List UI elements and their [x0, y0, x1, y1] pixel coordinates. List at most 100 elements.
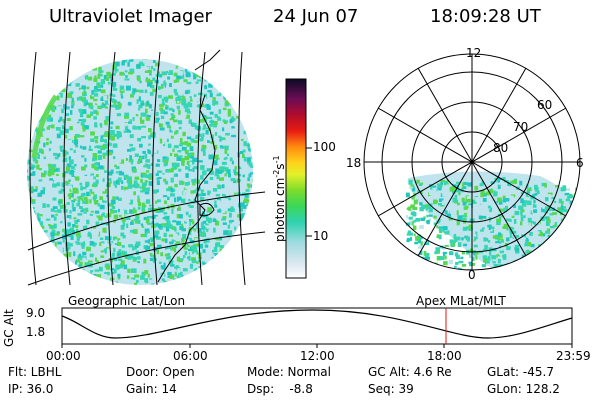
speckle-dot — [127, 287, 132, 292]
speckle-dot — [232, 263, 237, 268]
speckle-dot — [113, 86, 116, 91]
speckle-dot — [487, 229, 493, 232]
speckle-dot — [232, 245, 237, 251]
speckle-dot — [462, 214, 465, 218]
speckle-dot — [99, 237, 104, 240]
speckle-dot — [28, 82, 33, 86]
speckle-dot — [224, 184, 229, 188]
speckle-dot — [127, 268, 131, 273]
speckle-dot — [111, 188, 115, 191]
speckle-dot — [188, 127, 193, 132]
speckle-dot — [433, 222, 437, 226]
speckle-dot — [573, 242, 576, 248]
speckle-dot — [157, 170, 162, 174]
speckle-dot — [93, 289, 95, 291]
speckle-dot — [63, 105, 67, 110]
speckle-dot — [561, 259, 565, 264]
speckle-dot — [30, 60, 34, 63]
speckle-dot — [196, 261, 199, 265]
colorbar-tick-100: 100 — [313, 140, 336, 154]
speckle-dot — [180, 157, 185, 163]
speckle-dot — [544, 182, 547, 188]
speckle-dot — [27, 93, 29, 97]
speckle-dot — [138, 108, 141, 111]
lat-lines — [27, 191, 266, 286]
speckle-dot — [478, 215, 483, 220]
speckle-dot — [82, 273, 87, 277]
speckle-dot — [224, 168, 228, 172]
speckle-dot — [225, 268, 229, 271]
speckle-dot — [215, 221, 220, 226]
speckle-dot — [192, 70, 197, 75]
speckle-dot — [450, 229, 454, 234]
speckle-dot — [120, 260, 125, 265]
speckle-dot — [558, 264, 562, 268]
speckle-dot — [536, 190, 540, 194]
speckle-dot — [479, 218, 482, 222]
speckle-dot — [158, 123, 163, 128]
speckle-dot — [502, 177, 506, 181]
speckle-dot — [534, 268, 540, 270]
speckle-dot — [179, 180, 184, 185]
speckle-dot — [438, 194, 441, 199]
speckle-dot — [250, 140, 253, 144]
speckle-dot — [39, 214, 43, 217]
speckle-dot — [498, 186, 501, 189]
speckle-dot — [83, 196, 88, 201]
speckle-dot — [68, 80, 73, 83]
speckle-dot — [580, 212, 585, 216]
coastline — [157, 49, 221, 283]
speckle-dot — [98, 66, 102, 72]
speckle-dot — [564, 185, 567, 191]
speckle-dot — [115, 281, 118, 285]
speckle-dot — [574, 202, 580, 208]
speckle-dot — [236, 74, 240, 79]
speckle-dot — [41, 149, 44, 155]
speckle-dot — [116, 238, 121, 241]
spoke-d — [377, 107, 567, 217]
speckle-dot — [170, 187, 174, 193]
speckle-dot — [257, 136, 261, 138]
speckle-dot — [250, 252, 253, 257]
speckle-dot — [149, 218, 152, 223]
speckle-dot — [208, 56, 213, 58]
speckle-dot — [181, 102, 186, 106]
speckle-dot — [190, 152, 195, 157]
speckle-dot — [119, 265, 123, 269]
speckle-dot — [436, 234, 440, 238]
speckle-dot — [240, 138, 244, 141]
speckle-dot — [112, 133, 117, 137]
speckle-dot — [74, 283, 79, 285]
speckle-dot — [187, 68, 191, 72]
speckle-dot — [173, 134, 176, 139]
speckle-dot — [243, 130, 247, 135]
speckle-dot — [206, 105, 211, 110]
speckle-dot — [223, 95, 226, 101]
speckle-dot — [83, 276, 88, 280]
speckle-dot — [54, 210, 57, 213]
speckle-dot — [243, 213, 249, 217]
speckle-dot — [251, 168, 253, 172]
speckle-dot — [175, 265, 179, 269]
speckle-dot — [260, 65, 263, 70]
speckle-dot — [95, 221, 100, 225]
speckle-dot — [33, 189, 38, 192]
speckle-dot — [182, 131, 186, 137]
speckle-dot — [566, 233, 569, 237]
speckle-dot — [524, 246, 527, 251]
speckle-dot — [88, 282, 92, 285]
speckle-dot — [98, 189, 102, 193]
speckle-dot — [463, 181, 467, 185]
speckle-dot — [164, 99, 168, 103]
speckle-dot — [25, 290, 29, 293]
speckle-dot — [209, 177, 214, 180]
speckle-dot — [176, 220, 181, 226]
speckle-dot — [189, 155, 195, 159]
speckle-dot — [104, 119, 108, 124]
speckle-dot — [138, 96, 141, 102]
speckle-dot — [221, 264, 226, 268]
speckle-dot — [249, 133, 253, 137]
speckle-dot — [65, 183, 69, 186]
speckle-dot — [156, 194, 159, 198]
speckle-dot — [108, 288, 110, 293]
